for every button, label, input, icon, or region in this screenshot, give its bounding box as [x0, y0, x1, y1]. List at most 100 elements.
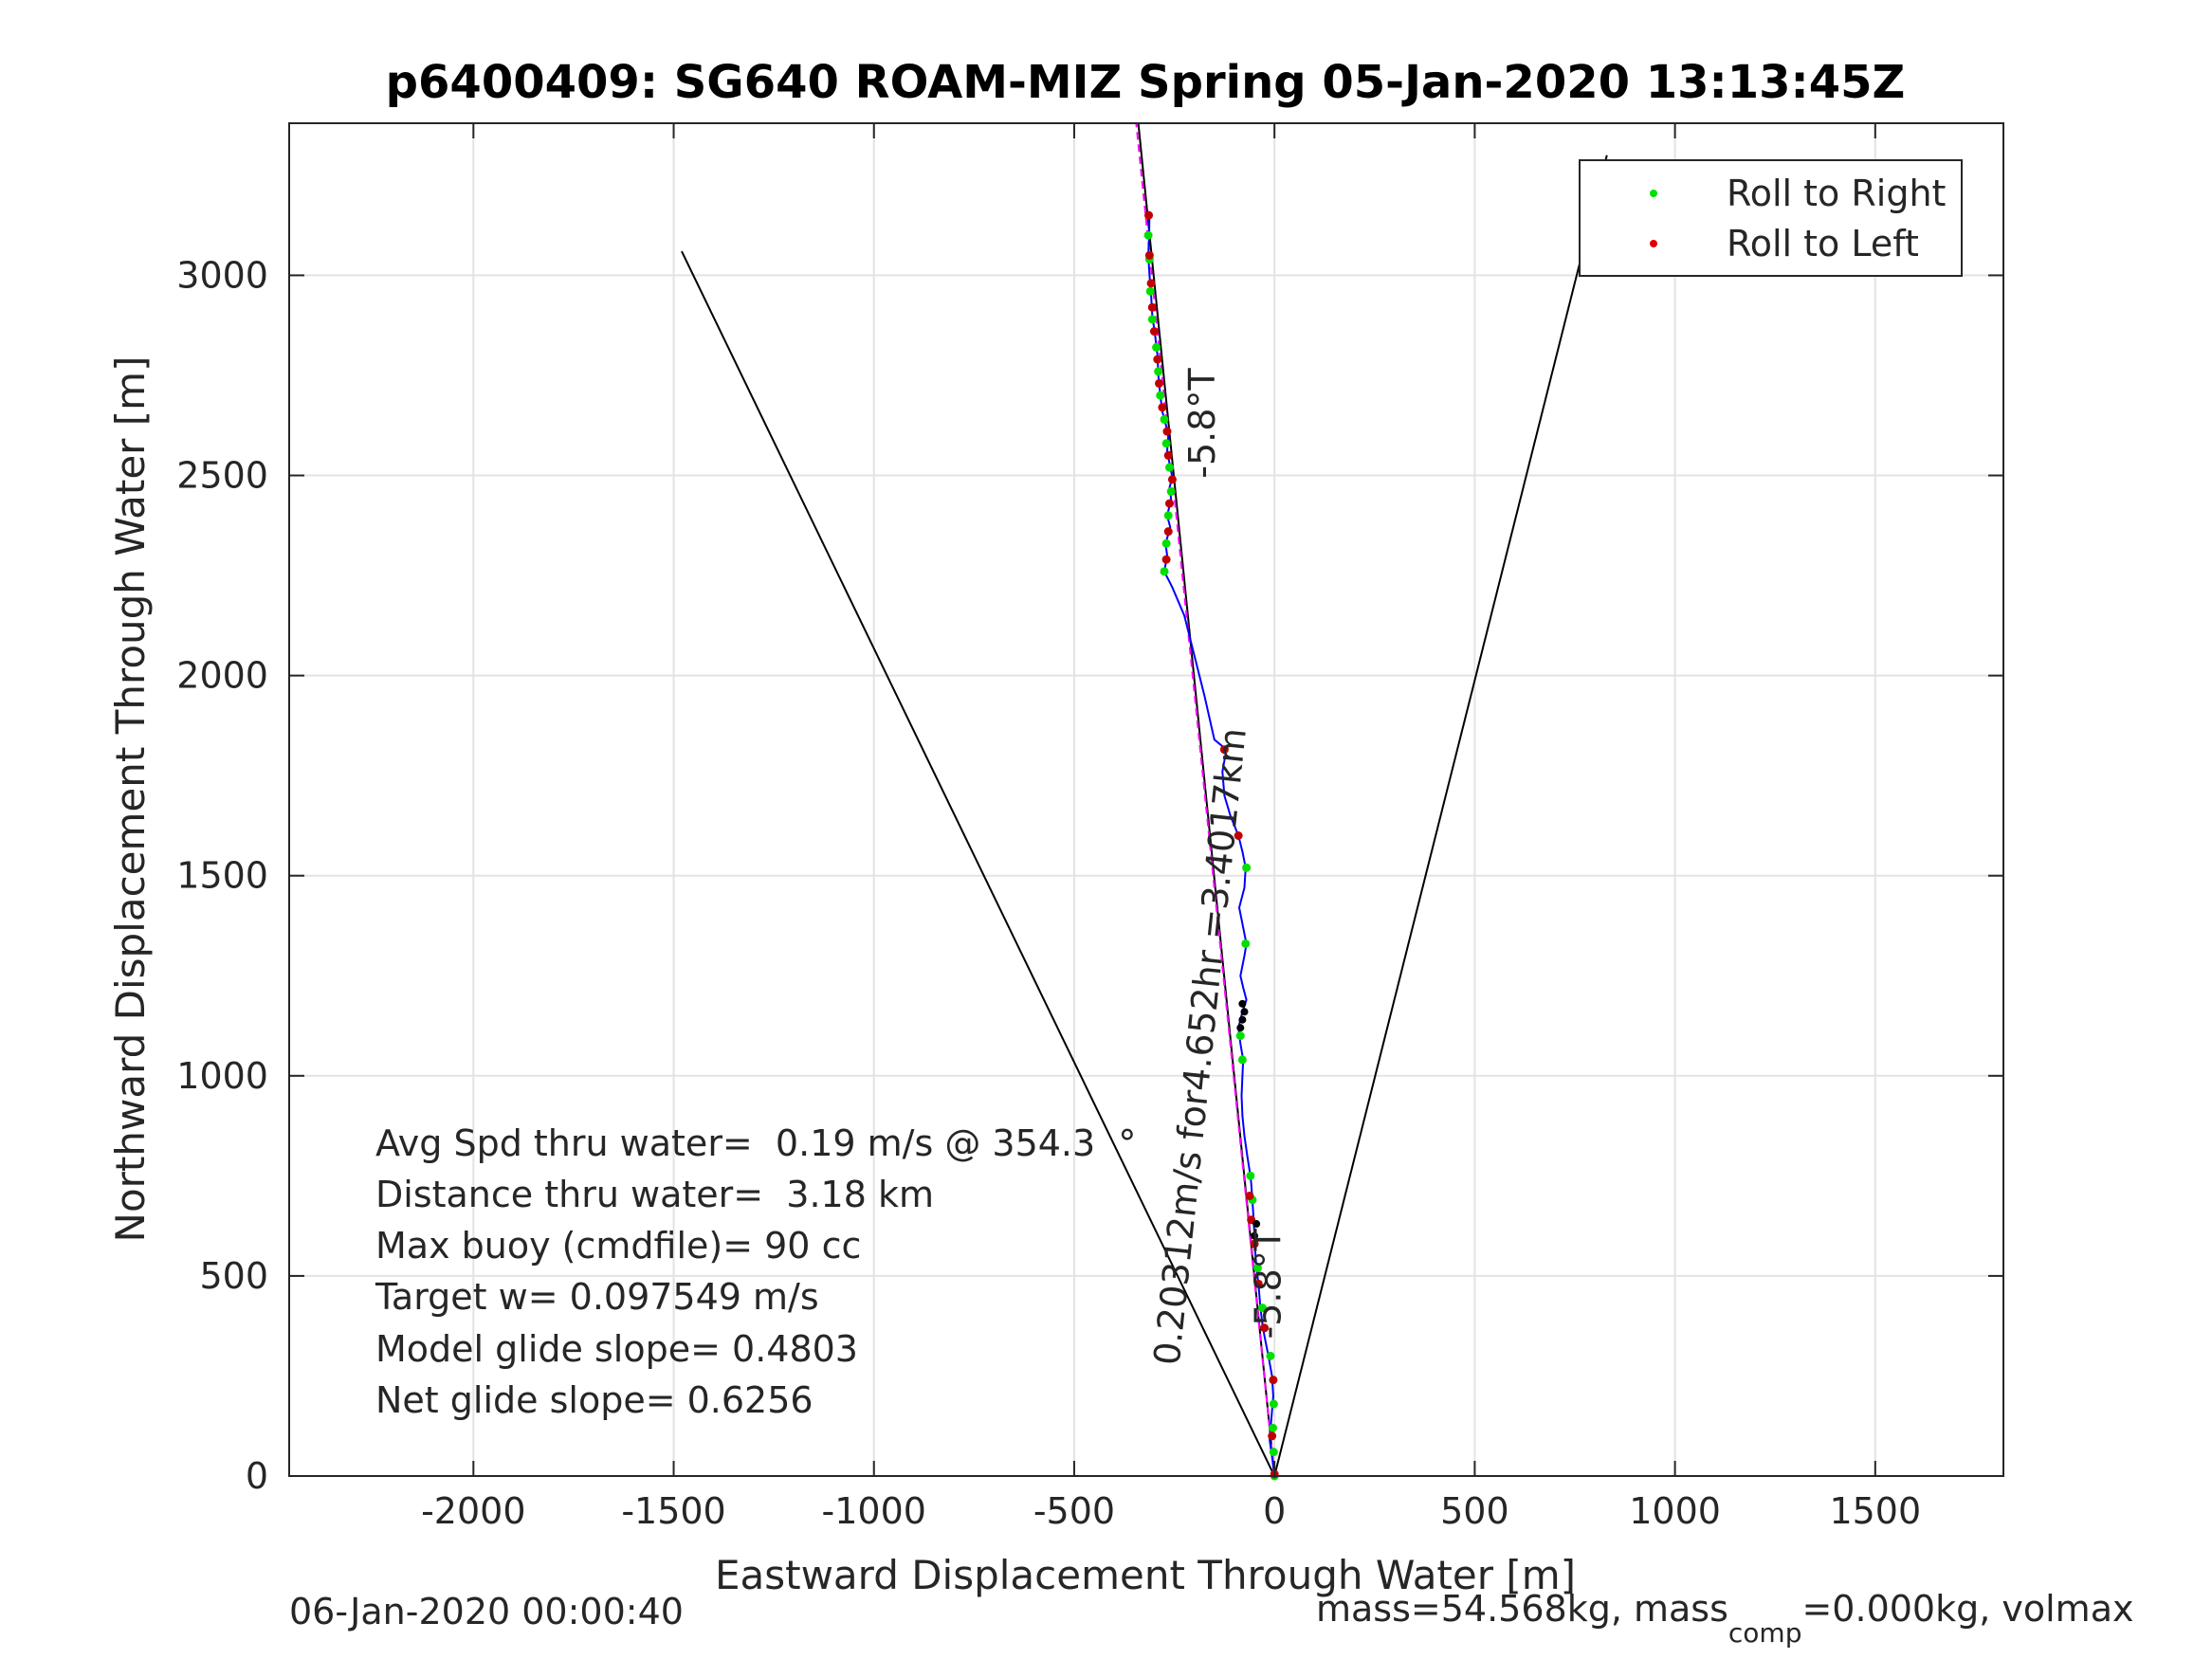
roll-left-point: [1234, 830, 1243, 840]
roll-left-point: [1155, 378, 1164, 388]
cone-lines: [681, 155, 1608, 1476]
left-cone: [681, 250, 1276, 1476]
x-tick-label: 500: [1440, 1490, 1509, 1532]
y-tick-label: 1500: [176, 855, 268, 897]
x-tick-label: -2000: [421, 1490, 525, 1532]
roll-right-point: [1266, 1351, 1275, 1360]
legend-marker-left: [1650, 240, 1657, 247]
legend-marker-right: [1650, 190, 1657, 197]
x-tick-label: 1500: [1829, 1490, 1921, 1532]
roll-left-point: [1167, 475, 1177, 484]
waypoint-point: [1252, 1220, 1261, 1229]
roll-right-point: [1235, 1031, 1245, 1041]
roll-right-point: [1269, 1399, 1278, 1409]
roll-right-point: [1166, 486, 1176, 496]
heading-line: [1135, 123, 1276, 1476]
annotation-text: -5.8°T: [1248, 1228, 1289, 1339]
roll-right-point: [1163, 511, 1173, 520]
roll-right-point: [1246, 1171, 1255, 1180]
stat-max-buoy: Max buoy (cmdfile)= 90 cc: [375, 1225, 861, 1267]
roll-left-point: [1260, 1323, 1270, 1333]
roll-left-point: [1163, 527, 1173, 537]
roll-right-point: [1154, 367, 1163, 376]
legend: Roll to Right Roll to Left: [1579, 159, 1963, 277]
annotation-text: 0.20312m/s for4.652hr =3.4017km: [1146, 726, 1254, 1367]
roll-right-point: [1152, 342, 1161, 352]
x-ticks: -2000 -1500 -1000 -500 0 500 1000 1500: [421, 123, 1921, 1532]
roll-left-point: [1149, 327, 1159, 337]
roll-left-point: [1253, 1279, 1263, 1288]
roll-left-point: [1162, 427, 1172, 436]
roll-right-point: [1258, 1304, 1268, 1313]
x-tick-label: -1500: [621, 1490, 725, 1532]
footer-mass-main: mass=54.568kg, mass: [1316, 1588, 1728, 1630]
footer-timestamp: 06-Jan-2020 00:00:40: [289, 1591, 684, 1632]
roll-right-point: [1145, 286, 1155, 296]
roll-left-point: [1158, 403, 1167, 412]
footer-mass-tail: =0.000kg, volmax: [1801, 1588, 2133, 1630]
footer-mass-sub: comp: [1728, 1617, 1802, 1649]
y-tick-label: 3000: [176, 254, 268, 296]
legend-label-right: Roll to Right: [1727, 173, 1946, 214]
roll-left-point: [1245, 1191, 1254, 1200]
roll-left-point: [1161, 555, 1171, 564]
waypoint-point: [1238, 999, 1247, 1008]
roll-right-point: [1241, 939, 1251, 948]
roll-right-point: [1147, 315, 1157, 324]
roll-right-point: [1156, 391, 1165, 400]
annotation-text: -5.8°T: [1181, 368, 1223, 479]
roll-right-point: [1165, 463, 1175, 472]
footer-mass-info: mass=54.568kg, masscomp=0.000kg, volmax: [1316, 1588, 2133, 1649]
roll-left-point: [1146, 279, 1156, 288]
right-cone: [1273, 155, 1608, 1476]
x-tick-label: 0: [1263, 1490, 1286, 1532]
roll-right-point: [1161, 538, 1171, 548]
y-tick-label: 500: [199, 1255, 268, 1297]
roll-left-point: [1219, 745, 1229, 755]
roll-right-point: [1143, 230, 1153, 240]
stat-net-glide: Net glide slope= 0.6256: [375, 1379, 814, 1421]
x-tick-label: 1000: [1629, 1490, 1721, 1532]
roll-left-point: [1165, 499, 1175, 508]
y-tick-label: 1000: [176, 1055, 268, 1097]
roll-right-point: [1160, 567, 1169, 576]
y-tick-label: 2000: [176, 655, 268, 697]
stat-distance: Distance thru water= 3.18 km: [375, 1174, 934, 1215]
stat-avg-speed: Avg Spd thru water= 0.19 m/s @ 354.3 °: [375, 1122, 1136, 1164]
y-ticks: 0 500 1000 1500 2000 2500 3000: [176, 254, 2003, 1497]
y-tick-label: 0: [246, 1455, 268, 1497]
stats-block: Avg Spd thru water= 0.19 m/s @ 354.3 ° D…: [375, 1122, 1136, 1421]
roll-right-point: [1160, 414, 1169, 424]
y-tick-label: 2500: [176, 455, 268, 497]
waypoint-point: [1251, 1231, 1259, 1240]
stat-model-glide: Model glide slope= 0.4803: [375, 1328, 858, 1370]
roll-left-point: [1144, 210, 1154, 220]
legend-box: [1579, 159, 1963, 277]
waypoint-point: [1238, 1015, 1247, 1024]
roll-left-point: [1269, 1376, 1278, 1385]
roll-right-point: [1242, 863, 1252, 872]
roll-left-point: [1163, 450, 1173, 460]
axes-box: [288, 122, 2004, 1477]
waypoint-point: [1240, 1008, 1249, 1016]
legend-label-left: Roll to Left: [1727, 223, 1919, 264]
x-axis-label: Eastward Displacement Through Water [m]: [715, 1552, 1576, 1598]
x-tick-label: -1000: [822, 1490, 926, 1532]
roll-left-point: [1153, 355, 1162, 364]
roll-right-point: [1269, 1448, 1278, 1457]
roll-right-point: [1237, 1055, 1247, 1065]
stat-target-w: Target w= 0.097549 m/s: [375, 1276, 819, 1318]
roll-right-point: [1252, 1263, 1262, 1272]
roll-right-point: [1161, 439, 1171, 448]
roll-left-point: [1144, 250, 1154, 260]
roll-right-point: [1268, 1423, 1277, 1432]
grid: [289, 123, 2003, 1477]
roll-left-point: [1147, 302, 1157, 312]
chart-title: p6400409: SG640 ROAM-MIZ Spring 05-Jan-2…: [386, 56, 1906, 109]
roll-left-point: [1268, 1431, 1277, 1441]
waypoint-point: [1236, 1024, 1245, 1032]
roll-points: [1143, 210, 1279, 1481]
x-tick-label: -500: [1033, 1490, 1115, 1532]
roll-left-point: [1250, 1239, 1259, 1249]
